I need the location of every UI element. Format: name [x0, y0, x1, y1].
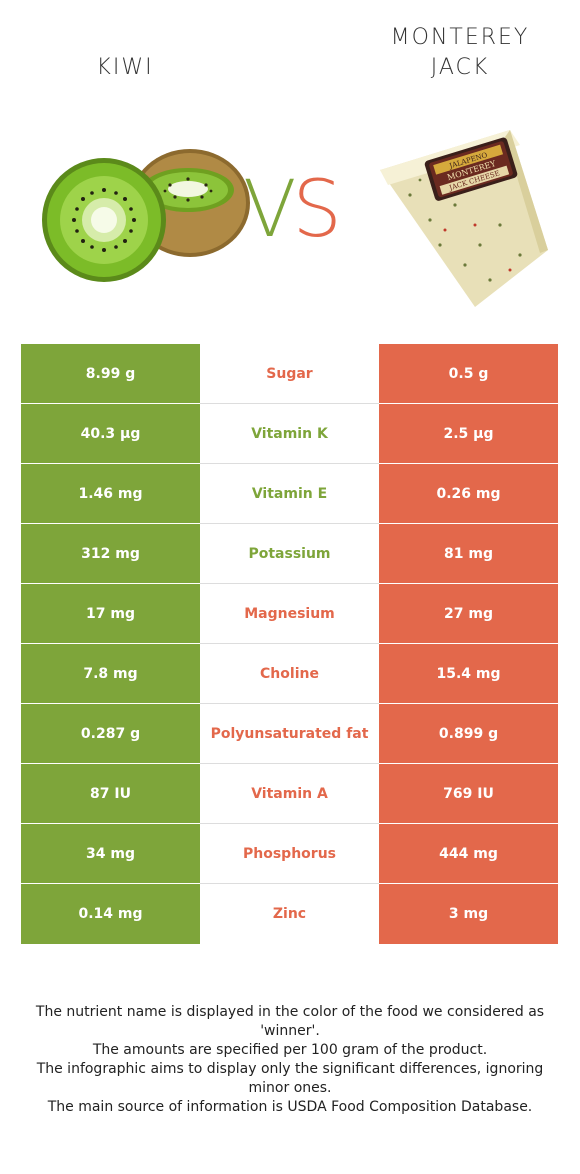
left-value: 40.3 µg: [21, 404, 200, 463]
nutrient-name: Vitamin E: [200, 464, 379, 524]
left-value: 7.8 mg: [21, 644, 200, 703]
right-value: 27 mg: [379, 584, 558, 643]
left-value: 312 mg: [21, 524, 200, 583]
footer-line-winner: The nutrient name is displayed in the co…: [35, 1004, 545, 1039]
nutrient-name: Choline: [200, 644, 379, 704]
nutrient-name: Vitamin A: [200, 764, 379, 824]
nutrient-name: Phosphorus: [200, 824, 379, 884]
versus-s: S: [292, 165, 341, 255]
table-row: 312 mg Potassium 81 mg: [21, 524, 558, 584]
table-row: 8.99 g Sugar 0.5 g: [21, 344, 558, 404]
footer-line-significance: The infographic aims to display only the…: [36, 1061, 544, 1096]
left-value: 1.46 mg: [21, 464, 200, 523]
left-value: 0.14 mg: [21, 884, 200, 944]
footer-line-amounts: The amounts are specified per 100 gram o…: [92, 1042, 488, 1058]
nutrient-name: Zinc: [200, 884, 379, 944]
nutrient-name: Polyunsaturated fat: [200, 704, 379, 764]
left-food-title: KIWI: [96, 55, 154, 80]
versus-v: V: [243, 165, 296, 255]
nutrient-name: Magnesium: [200, 584, 379, 644]
table-row: 0.14 mg Zinc 3 mg: [21, 884, 558, 944]
footer-line-source: The main source of information is USDA F…: [47, 1099, 533, 1115]
nutrient-name: Potassium: [200, 524, 379, 584]
left-value: 0.287 g: [21, 704, 200, 763]
right-value: 0.5 g: [379, 344, 558, 403]
right-value: 81 mg: [379, 524, 558, 583]
table-row: 7.8 mg Choline 15.4 mg: [21, 644, 558, 704]
right-value: 15.4 mg: [379, 644, 558, 703]
right-food-title: MONTEREY JACK: [390, 25, 530, 80]
left-value: 87 IU: [21, 764, 200, 823]
left-value: 17 mg: [21, 584, 200, 643]
table-row: 1.46 mg Vitamin E 0.26 mg: [21, 464, 558, 524]
right-value: 444 mg: [379, 824, 558, 883]
right-value: 3 mg: [379, 884, 558, 944]
kiwi-image: [40, 145, 250, 285]
versus-label: VS: [228, 160, 353, 260]
left-value: 8.99 g: [21, 344, 200, 403]
right-value: 769 IU: [379, 764, 558, 823]
table-row: 34 mg Phosphorus 444 mg: [21, 824, 558, 884]
right-value: 0.26 mg: [379, 464, 558, 523]
right-value: 2.5 µg: [379, 404, 558, 463]
table-row: 17 mg Magnesium 27 mg: [21, 584, 558, 644]
right-value: 0.899 g: [379, 704, 558, 763]
comparison-table: 8.99 g Sugar 0.5 g 40.3 µg Vitamin K 2.5 µg 1.…: [21, 344, 558, 944]
left-value: 34 mg: [21, 824, 200, 883]
table-row: 0.287 g Polyunsaturated fat 0.899 g: [21, 704, 558, 764]
monterey-jack-image: JALAPENO MONTEREY JACK CHEESE: [370, 125, 560, 315]
nutrient-name: Sugar: [200, 344, 379, 404]
footer-notes: The nutrient name is displayed in the co…: [15, 1003, 565, 1117]
nutrient-name: Vitamin K: [200, 404, 379, 464]
table-row: 87 IU Vitamin A 769 IU: [21, 764, 558, 824]
table-row: 40.3 µg Vitamin K 2.5 µg: [21, 404, 558, 464]
